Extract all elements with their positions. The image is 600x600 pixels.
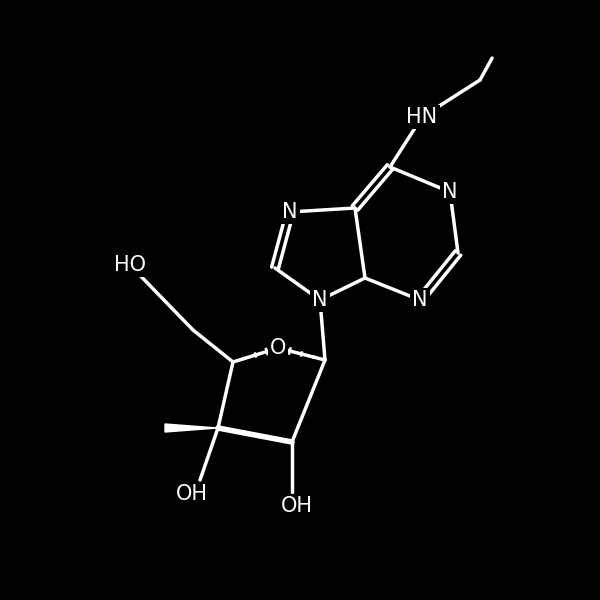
Text: HN: HN [406, 107, 437, 127]
Text: N: N [282, 202, 298, 222]
Text: N: N [312, 290, 328, 310]
Polygon shape [165, 424, 218, 432]
Text: N: N [412, 290, 428, 310]
Text: OH: OH [281, 496, 313, 516]
Text: O: O [270, 338, 286, 358]
Text: OH: OH [176, 484, 208, 504]
Text: N: N [442, 182, 458, 202]
Text: HO: HO [114, 255, 146, 275]
